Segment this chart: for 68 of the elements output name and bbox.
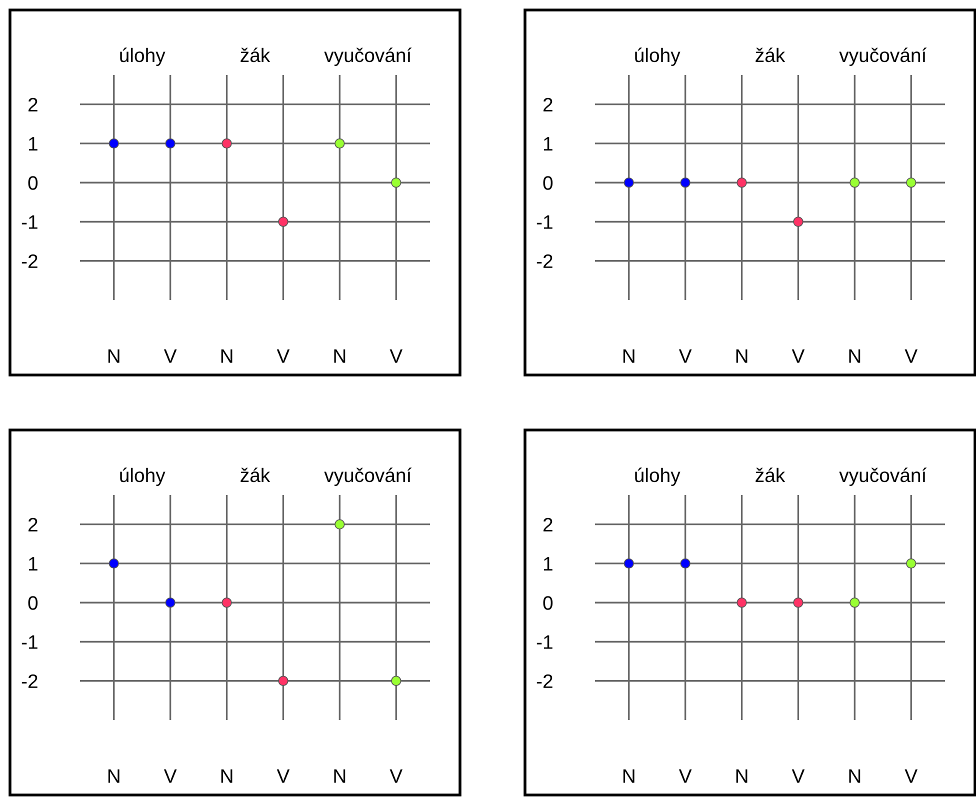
point	[222, 598, 232, 608]
x-tick-label: N	[623, 769, 634, 783]
y-tick-label: -2	[536, 674, 552, 688]
y-tick-label: 1	[29, 557, 38, 571]
text: vyučování	[839, 468, 927, 486]
point	[222, 138, 232, 149]
point	[165, 138, 176, 149]
x-tick-label: V	[164, 769, 177, 783]
y-tick-label: 2	[28, 98, 38, 112]
x-tick-label: N	[334, 769, 346, 783]
x-tick-label: V	[276, 769, 290, 783]
point	[391, 178, 402, 188]
y-tick-label: -1	[536, 215, 552, 229]
point	[334, 138, 345, 149]
text: úlohy	[635, 48, 680, 66]
text: žák	[756, 468, 786, 482]
y-tick-label: 0	[28, 176, 38, 190]
point	[391, 676, 402, 686]
y-tick-label: 0	[543, 596, 553, 610]
point	[278, 216, 288, 227]
x-tick-label: V	[390, 769, 403, 783]
text: vyučování	[324, 48, 412, 66]
text: úlohy	[635, 468, 680, 486]
text: vyučování	[839, 48, 927, 66]
x-tick-label: V	[390, 349, 403, 363]
point	[334, 519, 345, 530]
text: úlohy	[120, 48, 166, 66]
y-tick-label: 1	[544, 557, 552, 571]
x-tick-label: V	[792, 349, 805, 363]
x-tick-label: N	[221, 349, 232, 363]
x-tick-label: N	[736, 769, 748, 783]
text: žák	[756, 48, 786, 62]
point	[108, 138, 119, 149]
x-tick-label: V	[164, 349, 177, 363]
y-tick-label: 2	[28, 518, 38, 532]
text: úlohy	[120, 468, 166, 486]
x-tick-label: V	[792, 769, 805, 783]
text: žák	[240, 468, 270, 482]
point	[108, 558, 119, 569]
x-tick-label: N	[849, 349, 860, 363]
x-tick-label: N	[108, 349, 120, 363]
y-tick-label: -1	[22, 635, 38, 649]
y-tick-label: 0	[28, 596, 38, 610]
x-tick-label: N	[221, 769, 232, 783]
x-tick-label: V	[678, 349, 692, 363]
y-tick-label: 1	[544, 137, 552, 151]
y-tick-label: -2	[536, 254, 552, 268]
x-tick-label: N	[108, 769, 120, 783]
y-tick-label: -1	[536, 635, 552, 649]
x-tick-label: V	[678, 769, 692, 783]
x-tick-label: N	[849, 769, 860, 783]
y-tick-label: 1	[29, 137, 38, 151]
x-tick-label: V	[904, 349, 918, 363]
text: žák	[240, 48, 270, 62]
text: vyučování	[324, 468, 412, 486]
point	[165, 598, 176, 608]
y-tick-label: -1	[22, 215, 38, 229]
y-tick-label: -2	[22, 674, 38, 688]
y-tick-label: 2	[544, 98, 552, 112]
x-tick-label: V	[904, 769, 918, 783]
x-tick-label: N	[334, 349, 346, 363]
x-tick-label: N	[623, 349, 634, 363]
x-tick-label: V	[276, 349, 290, 363]
x-tick-label: N	[736, 349, 748, 363]
y-tick-label: 0	[543, 176, 553, 190]
point	[278, 676, 288, 686]
y-tick-label: -2	[22, 254, 38, 268]
y-tick-label: 2	[544, 518, 552, 532]
